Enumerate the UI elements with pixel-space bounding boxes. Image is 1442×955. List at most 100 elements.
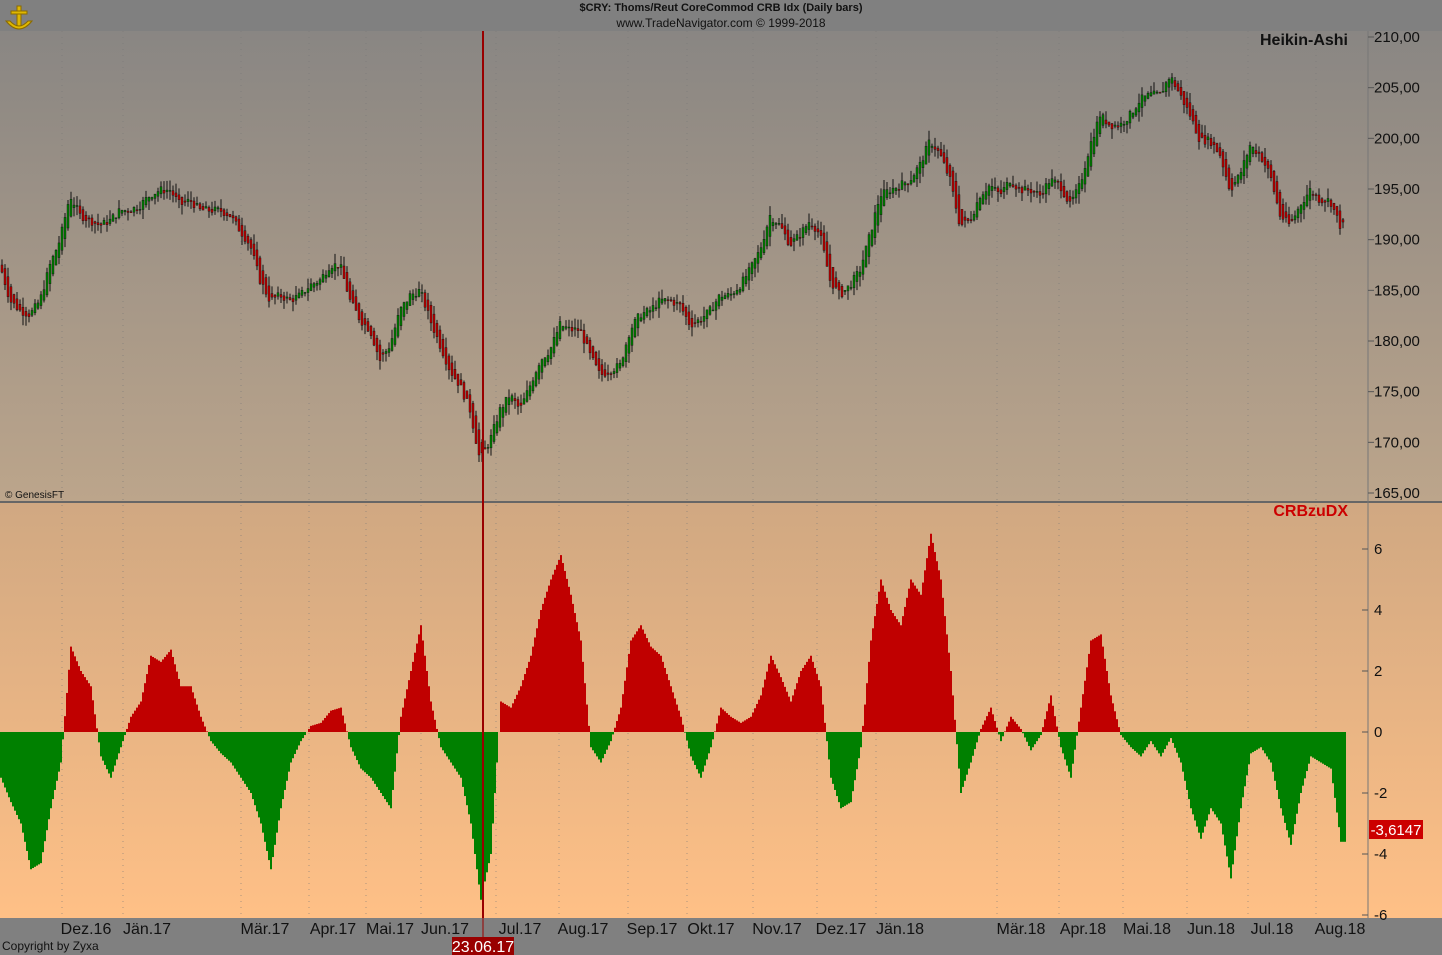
candle-body: [1008, 183, 1012, 187]
histogram-bar: [594, 732, 596, 754]
histogram-bar: [362, 732, 364, 771]
histogram-bar: [1204, 732, 1206, 827]
candle-body: [462, 382, 466, 400]
candle-body: [1083, 168, 1087, 185]
candle-body: [477, 429, 481, 456]
histogram-bar: [900, 625, 902, 732]
candle-body: [1293, 215, 1297, 221]
histogram-bar: [830, 732, 832, 778]
candle-body: [9, 286, 13, 303]
candle-body: [474, 415, 478, 444]
histogram-bar: [1260, 732, 1262, 748]
candle-body: [312, 283, 316, 288]
candle-body: [420, 292, 424, 294]
candle-body: [1290, 218, 1294, 221]
candle-body: [597, 358, 601, 371]
candle-body: [528, 385, 532, 397]
candle-body: [21, 306, 25, 316]
histogram-bar: [116, 732, 118, 760]
histogram-bar: [0, 732, 2, 778]
candle-body: [357, 303, 361, 321]
candle-body: [786, 229, 790, 245]
histogram-bar: [1146, 732, 1148, 748]
candle-body: [1239, 172, 1243, 180]
histogram-bar: [1104, 658, 1106, 732]
candle-body: [342, 265, 346, 279]
candle-body: [612, 371, 616, 374]
histogram-bar: [1326, 732, 1328, 767]
histogram-bar: [390, 732, 392, 809]
histogram-bar: [1096, 636, 1098, 732]
candle-body: [1227, 167, 1231, 189]
histogram-bar: [1180, 732, 1182, 763]
candle-body: [1209, 138, 1213, 147]
candle-body: [1296, 208, 1300, 219]
histogram-bar: [1178, 732, 1180, 758]
histogram-bar: [228, 732, 230, 761]
candle-body: [834, 277, 838, 288]
candle-body: [258, 257, 262, 284]
candle-body: [1341, 219, 1345, 223]
candle-body: [129, 211, 133, 213]
candle-body: [126, 210, 130, 213]
histogram-bar: [598, 732, 600, 760]
candle-body: [201, 206, 205, 211]
histogram-bar: [680, 716, 682, 732]
candle-body: [36, 302, 40, 309]
histogram-bar: [1090, 640, 1092, 732]
histogram-bar: [524, 674, 526, 732]
histogram-bar: [620, 707, 622, 732]
histogram-bar: [58, 732, 60, 772]
histogram-bar: [1194, 732, 1196, 821]
histogram-bar: [670, 686, 672, 732]
histogram-bar: [1188, 732, 1190, 800]
candle-body: [879, 196, 883, 215]
histogram-bar: [800, 671, 802, 732]
candle-body: [135, 209, 139, 211]
histogram-bar: [550, 579, 552, 732]
candle-body: [84, 214, 88, 221]
histogram-bar: [526, 667, 528, 732]
candle-body: [1029, 189, 1033, 194]
histogram-bar: [1002, 732, 1004, 737]
histogram-bar: [1246, 732, 1248, 776]
candle-body: [1200, 132, 1204, 138]
histogram-bar: [666, 674, 668, 732]
histogram-bar: [1284, 732, 1286, 823]
histogram-bar: [1022, 732, 1024, 734]
histogram-bar: [1252, 732, 1254, 753]
candle-body: [1287, 214, 1291, 224]
y-tick-label: 210,00: [1374, 29, 1420, 46]
histogram-bar: [716, 723, 718, 732]
candle-body: [1269, 164, 1273, 178]
histogram-bar: [944, 616, 946, 732]
histogram-bar: [1202, 732, 1204, 833]
histogram-bar: [316, 724, 318, 732]
histogram-bar: [1006, 726, 1008, 732]
histogram-bar: [76, 661, 78, 732]
histogram-bar: [1086, 667, 1088, 732]
histogram-bar: [280, 732, 282, 809]
histogram-bar: [1114, 711, 1116, 732]
histogram-bar: [856, 732, 858, 770]
histogram-bar: [588, 725, 590, 732]
histogram-bar: [1224, 732, 1226, 846]
histogram-bar: [750, 716, 752, 732]
histogram-bar: [480, 732, 482, 900]
histogram-bar: [936, 561, 938, 732]
candle-body: [621, 357, 625, 366]
candle-body: [894, 187, 898, 191]
histogram-bar: [954, 719, 956, 732]
histogram-bar: [94, 714, 96, 732]
candle-body: [918, 161, 922, 174]
candle-body: [1173, 80, 1177, 87]
candle-body: [264, 277, 268, 295]
histogram-bar: [822, 704, 824, 732]
candle-body: [456, 373, 460, 386]
candle-body: [687, 311, 691, 325]
candle-body: [1110, 123, 1114, 130]
candle-body: [837, 282, 841, 291]
histogram-bar: [986, 716, 988, 732]
x-tick-label: Okt.17: [687, 921, 734, 938]
histogram-bar: [508, 706, 510, 732]
